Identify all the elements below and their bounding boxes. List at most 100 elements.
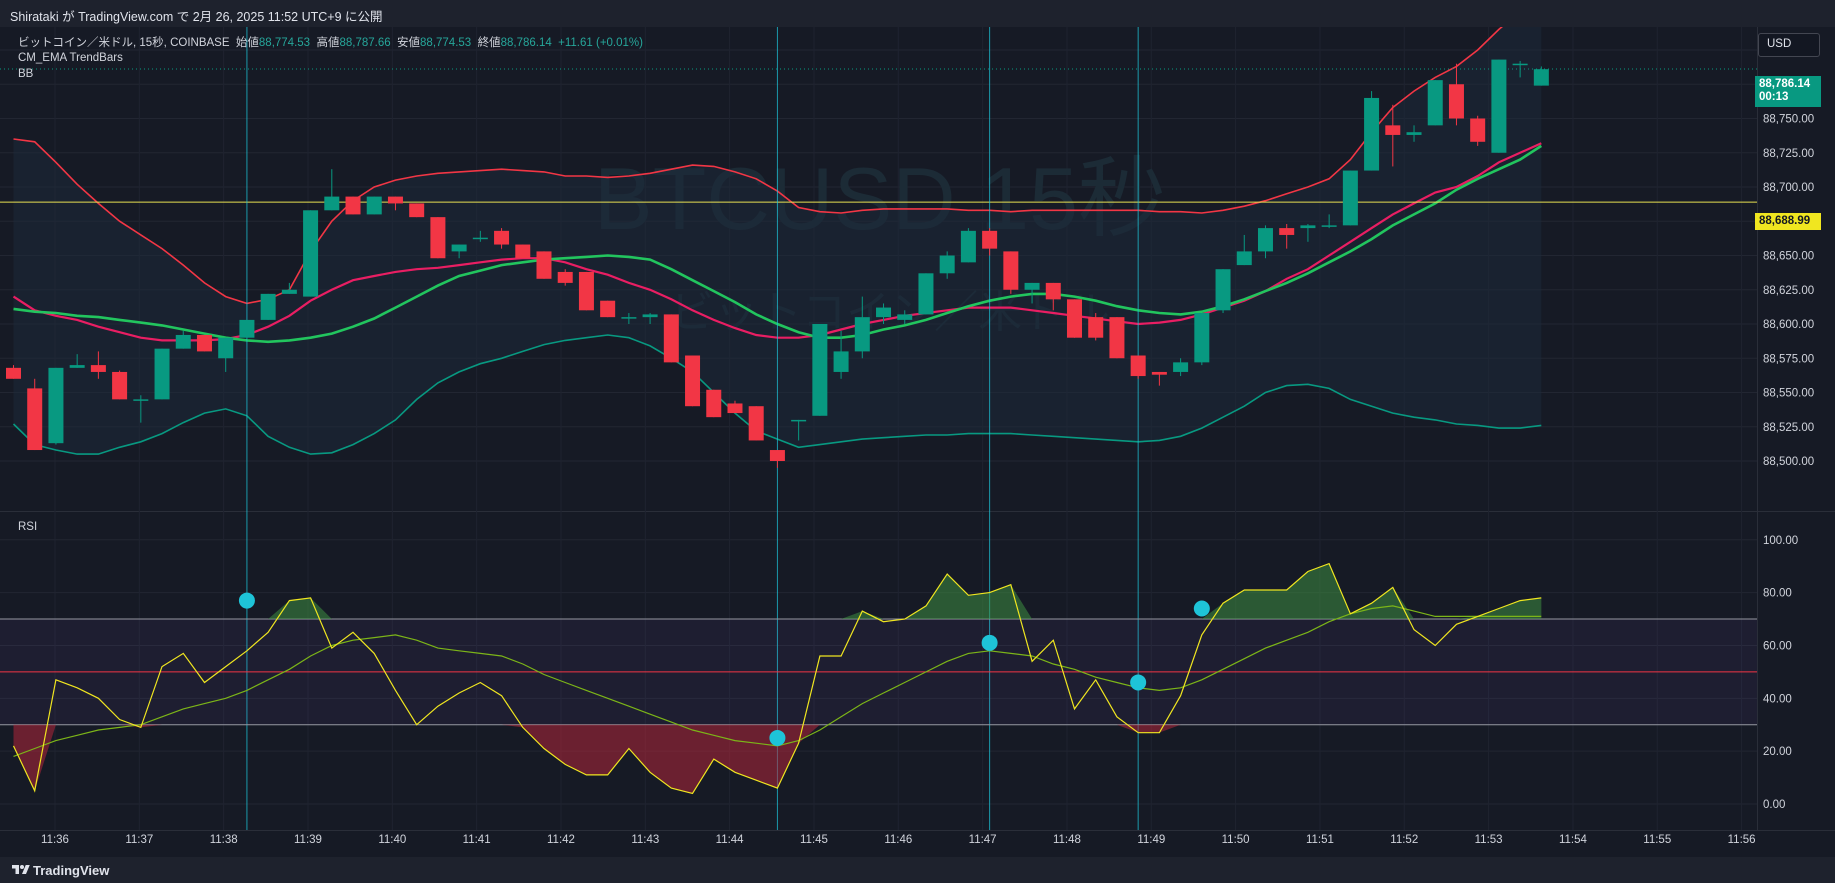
candle-body — [1024, 282, 1040, 290]
time-tick-label: 11:49 — [1137, 834, 1165, 846]
rsi-tick-label: 60.00 — [1763, 640, 1792, 652]
price-tick-label: 88,500.00 — [1763, 456, 1814, 468]
candle-body — [1491, 59, 1507, 153]
candle-body — [812, 324, 828, 416]
candle-body — [281, 289, 297, 294]
rsi-signal-dot — [769, 729, 786, 746]
candle-body — [239, 319, 255, 338]
candle-body — [1151, 371, 1167, 375]
candle-body — [324, 196, 340, 211]
indicator-ema-trendbars[interactable]: CM_EMA TrendBars — [18, 52, 123, 64]
candle-body — [430, 217, 446, 259]
candle-body — [578, 271, 594, 311]
candle-body — [642, 314, 658, 318]
candle-body — [1406, 132, 1422, 135]
close-value: 88,786.14 — [500, 37, 552, 49]
candle-body — [600, 300, 616, 318]
price-tick-label: 88,600.00 — [1763, 319, 1814, 331]
footer-bar: TradingView — [0, 857, 1835, 883]
candle-body — [727, 403, 743, 414]
price-tick-label: 88,550.00 — [1763, 388, 1814, 400]
candle-body — [1194, 313, 1210, 363]
candle-body — [1109, 317, 1125, 359]
candle-body — [939, 255, 955, 274]
candle-body — [982, 230, 998, 249]
candle-body — [387, 196, 403, 204]
change-value: +11.61 (+0.01%) — [558, 37, 643, 49]
chart-canvas[interactable]: BTCUSD 15秒ビットコイン／米ドル88,800.0088,775.0088… — [0, 0, 1835, 857]
candle-body — [90, 365, 106, 372]
tradingview-logo-icon — [12, 865, 30, 874]
publish-text: Shirataki が TradingView.com で 2月 26, 202… — [10, 10, 383, 24]
low-label: 安値 — [397, 37, 421, 49]
time-tick-label: 11:44 — [716, 834, 745, 846]
time-axis-border — [0, 830, 1835, 831]
time-tick-label: 11:47 — [969, 834, 997, 846]
candle-body — [48, 367, 64, 444]
time-tick-label: 11:51 — [1306, 834, 1334, 846]
horizontal-line-price-label: 88,688.99 — [1755, 213, 1821, 230]
rsi-tick-label: 100.00 — [1763, 535, 1798, 547]
candle-body — [1512, 63, 1528, 66]
candle-body — [1045, 282, 1061, 300]
pane-separator — [0, 511, 1835, 512]
candle-body — [536, 251, 552, 279]
candle-body — [706, 389, 722, 418]
indicator-bb[interactable]: BB — [18, 68, 34, 80]
price-tick-label: 88,625.00 — [1763, 285, 1814, 297]
rsi-tick-label: 20.00 — [1763, 746, 1792, 758]
high-label: 高値 — [316, 37, 340, 49]
candle-body — [515, 244, 531, 259]
candle-body — [1236, 251, 1252, 266]
candle-body — [769, 450, 785, 461]
price-tick-label: 88,725.00 — [1763, 148, 1814, 160]
rsi-oversold-fill — [13, 724, 1542, 794]
candle-body — [112, 371, 128, 400]
rsi-signal-dot — [1130, 674, 1147, 691]
candle-body — [833, 351, 849, 372]
bar-countdown: 00:13 — [1759, 91, 1789, 103]
candle-body — [196, 334, 212, 352]
chart-area[interactable]: BTCUSD 15秒ビットコイン／米ドル88,800.0088,775.0088… — [0, 0, 1835, 857]
indicator-rsi[interactable]: RSI — [18, 521, 38, 533]
rsi-tick-label: 80.00 — [1763, 588, 1792, 600]
candle-body — [791, 419, 807, 422]
price-tick-label: 88,650.00 — [1763, 251, 1814, 263]
footer-brand: TradingView — [33, 863, 110, 878]
candle-body — [663, 314, 679, 363]
price-axis-border — [1757, 27, 1758, 830]
symbol-description[interactable]: ビットコイン／米ドル, 15秒, COINBASE — [18, 37, 230, 49]
time-tick-label: 11:52 — [1390, 834, 1418, 846]
candle-body — [472, 237, 488, 240]
candle-body — [1385, 125, 1401, 135]
candle-body — [918, 273, 934, 315]
time-tick-label: 11:41 — [463, 834, 491, 846]
time-tick-label: 11:55 — [1643, 834, 1671, 846]
time-tick-label: 11:39 — [294, 834, 322, 846]
rsi-signal-dot — [981, 634, 998, 651]
last-price-value: 88,786.14 — [1759, 78, 1811, 90]
close-label: 終値 — [477, 37, 501, 49]
time-tick-label: 11:45 — [800, 834, 828, 846]
candle-body — [133, 399, 149, 401]
candle-body — [366, 196, 382, 215]
open-label: 始値 — [235, 37, 259, 49]
candle-body — [1130, 355, 1146, 377]
candle-body — [1300, 225, 1316, 229]
time-tick-label: 11:43 — [631, 834, 659, 846]
time-tick-label: 11:56 — [1728, 834, 1756, 846]
time-tick-label: 11:48 — [1053, 834, 1081, 846]
price-tick-label: 88,575.00 — [1763, 353, 1814, 365]
candle-body — [1003, 251, 1019, 290]
candle-body — [345, 196, 361, 215]
time-tick-label: 11:40 — [378, 834, 406, 846]
time-tick-label: 11:42 — [547, 834, 575, 846]
candle-body — [621, 317, 637, 319]
currency-selector[interactable]: USD — [1758, 33, 1820, 57]
candle-body — [1364, 97, 1380, 171]
last-price-label: 88,786.14 00:13 — [1755, 76, 1821, 107]
legend-header: ビットコイン／米ドル, 15秒, COINBASE 始値88,774.53 高値… — [18, 34, 643, 50]
rsi-tick-label: 40.00 — [1763, 693, 1792, 705]
rsi-overbought-fill — [13, 563, 1542, 620]
candle-body — [27, 388, 43, 451]
